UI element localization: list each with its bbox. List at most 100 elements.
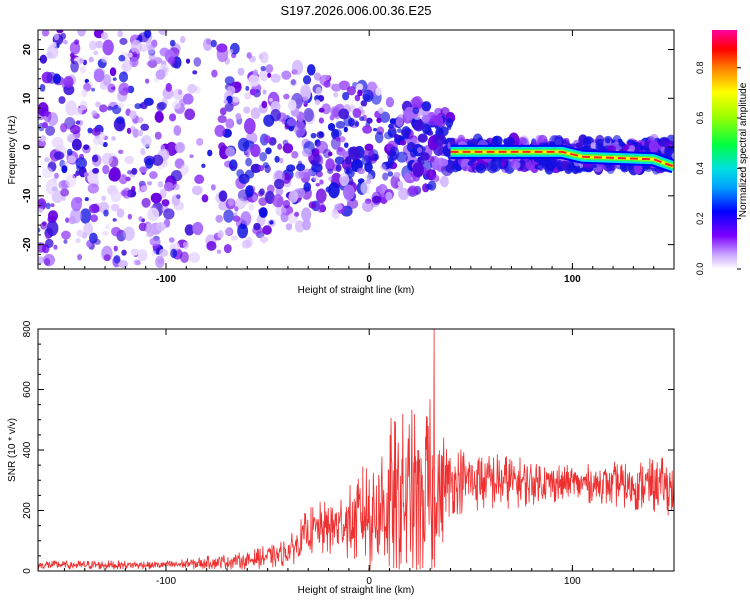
spectrogram-cell bbox=[151, 250, 157, 257]
spectrogram-cell bbox=[334, 156, 345, 165]
spectrogram-cell bbox=[541, 162, 549, 169]
spectrogram-cell bbox=[147, 44, 155, 55]
spectrogram-cell bbox=[312, 175, 319, 182]
spectrogram-cell bbox=[112, 77, 117, 81]
colorbar: 0.0 0.2 0.4 0.6 0.8 Normalized spectral ampl… bbox=[695, 30, 749, 275]
spectrogram-cell bbox=[138, 216, 143, 222]
spectrogram-cell bbox=[83, 222, 94, 236]
spectrogram-cell bbox=[201, 194, 209, 203]
spectrogram-cell bbox=[356, 83, 364, 91]
spectrogram-cell bbox=[303, 107, 314, 122]
spectrogram-cell bbox=[118, 102, 125, 109]
spectrogram-cell bbox=[270, 73, 281, 83]
spectrogram-cell bbox=[39, 135, 46, 142]
spectrogram-cell bbox=[123, 226, 135, 241]
spectrogram-cell bbox=[89, 40, 97, 51]
spectrogram-cell bbox=[393, 133, 400, 140]
spectrogram-cell bbox=[184, 108, 196, 121]
spectrogram-cell bbox=[345, 156, 352, 165]
spectrogram-cell bbox=[117, 149, 124, 154]
spectrogram-cell bbox=[38, 242, 47, 253]
spectrogram-cell bbox=[44, 257, 51, 266]
snr-ytick-label: 200 bbox=[22, 502, 33, 519]
spectrogram-cell bbox=[158, 30, 168, 36]
spectrogram-cell bbox=[146, 231, 154, 238]
spectrogram-cell bbox=[281, 118, 286, 125]
spectrogram-cell bbox=[366, 117, 373, 124]
spectrogram-cell bbox=[412, 162, 425, 178]
spectrogram-cell bbox=[385, 160, 393, 169]
spectrogram-cell bbox=[157, 180, 164, 188]
spectrogram-cell bbox=[425, 183, 433, 190]
spectrogram-cell bbox=[173, 242, 180, 251]
spectrogram-cell bbox=[338, 136, 346, 143]
spectrogram-cell bbox=[91, 154, 99, 163]
spectrogram-cell bbox=[130, 39, 142, 55]
spectrogram-cell bbox=[566, 164, 575, 172]
spectrogram-cell bbox=[201, 163, 206, 168]
spectrogram-cell bbox=[335, 120, 346, 129]
spectrogram-cell bbox=[77, 253, 83, 261]
spectrogram-cell bbox=[45, 178, 58, 195]
spectrogram-cell bbox=[217, 230, 224, 239]
spectrogram-cell bbox=[69, 208, 82, 224]
spectrogram-cell bbox=[117, 30, 124, 38]
snr-ylabel: SNR (10 * v/v) bbox=[7, 418, 18, 482]
spectrogram-cell bbox=[192, 70, 198, 75]
spectrogram-cell bbox=[339, 173, 350, 187]
spectrogram-cell bbox=[170, 248, 178, 259]
spectrogram-cell bbox=[269, 220, 274, 225]
spectrogram-cell bbox=[116, 208, 125, 218]
spectrogram-cell bbox=[202, 38, 213, 51]
spectrogram-cell bbox=[306, 64, 316, 76]
spectrogram-cell bbox=[102, 74, 112, 86]
spectrogram-cell bbox=[354, 94, 361, 102]
spectrogram-cell bbox=[237, 67, 245, 76]
spectrogram-cell bbox=[67, 155, 76, 164]
spectrogram-cell bbox=[102, 164, 110, 175]
spectrogram-cell bbox=[107, 105, 113, 111]
spectrogram-cell bbox=[265, 64, 274, 74]
spectrogram-cell bbox=[206, 241, 217, 251]
spectrogram-cell bbox=[150, 192, 162, 204]
spectrogram-cell bbox=[84, 197, 89, 202]
spectrogram-cell bbox=[290, 79, 296, 86]
spectrogram-cell bbox=[99, 104, 108, 113]
spectrogram-cell bbox=[284, 124, 290, 130]
spectrogram-cell bbox=[180, 164, 190, 174]
spectrogram-ylabel: Frequency (Hz) bbox=[7, 116, 18, 185]
spectrogram-cell bbox=[389, 118, 397, 125]
spectrogram-cell bbox=[227, 48, 234, 54]
spectrogram-cell bbox=[185, 58, 191, 64]
spectrogram-cell bbox=[144, 30, 152, 39]
spectrogram-cell bbox=[249, 88, 257, 96]
spectrogram-cell bbox=[146, 180, 153, 186]
spectrogram-cell bbox=[374, 131, 384, 144]
spectrogram-cell bbox=[125, 176, 131, 182]
spectrogram-cell bbox=[155, 69, 166, 80]
spectrogram-cell bbox=[274, 155, 280, 163]
spectrogram-cell bbox=[246, 52, 252, 59]
spectrogram-cell bbox=[75, 120, 81, 125]
spectrogram-cell bbox=[638, 142, 643, 146]
spectrogram-cell bbox=[385, 191, 393, 201]
spectrogram-cell bbox=[136, 116, 144, 124]
spectrogram-cell bbox=[294, 211, 300, 217]
spectrogram-cell bbox=[433, 115, 444, 127]
spectrogram-cell bbox=[127, 52, 133, 58]
spectrogram-cell bbox=[371, 191, 382, 206]
spectrogram-cell bbox=[259, 188, 265, 196]
spectrogram-cell bbox=[475, 163, 487, 174]
spectrogram-cell bbox=[101, 56, 109, 63]
spectrogram-cell bbox=[44, 157, 50, 163]
spectrogram-cell bbox=[361, 155, 372, 166]
spectrogram-cell bbox=[318, 107, 325, 113]
spectrogram-cell bbox=[210, 39, 217, 48]
spectrogram-cell bbox=[156, 222, 166, 232]
spectrogram-cell bbox=[110, 190, 122, 203]
spectrogram-cell bbox=[149, 237, 161, 247]
spectrogram-cell bbox=[243, 118, 256, 135]
spectrogram-cell bbox=[169, 39, 176, 47]
spectrogram-cell bbox=[301, 148, 312, 158]
